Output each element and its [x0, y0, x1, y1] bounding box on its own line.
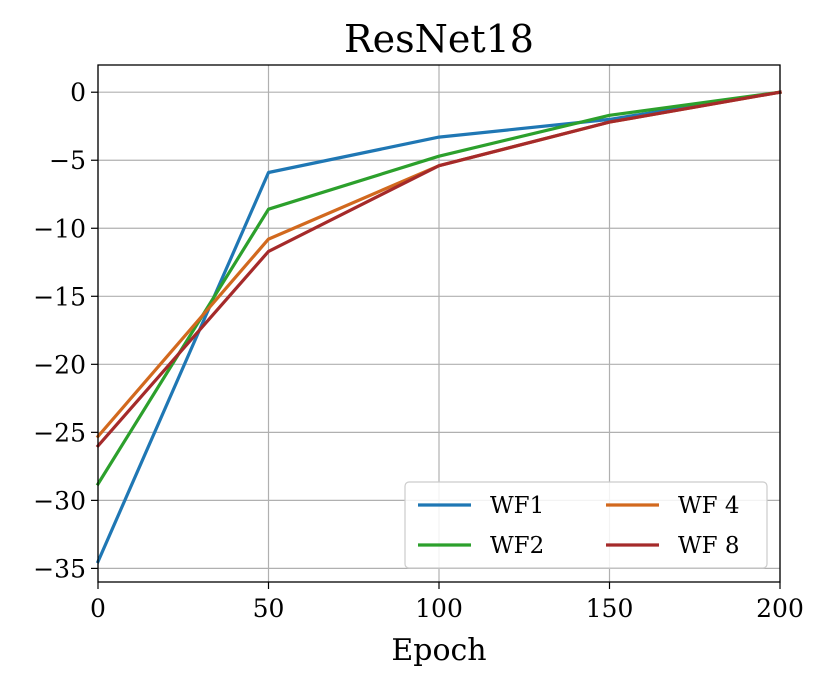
y-axis: 0 −5 −10 −15 −20 −25 −30 −35 [33, 78, 98, 583]
chart-title: ResNet18 [344, 17, 534, 61]
y-tick-label: −5 [49, 146, 86, 175]
x-axis-label: Epoch [391, 633, 486, 668]
x-tick-label: 200 [756, 594, 804, 623]
legend-box [404, 481, 768, 569]
x-axis: 0 50 100 150 200 [90, 582, 804, 623]
legend-label: WF 8 [678, 533, 740, 559]
series-line-wf2 [95, 90, 782, 487]
x-tick-label: 0 [90, 594, 106, 623]
y-tick-label: −15 [33, 282, 86, 311]
y-tick-label: −25 [33, 418, 86, 447]
series-lines [95, 90, 782, 564]
legend: WF1 WF2 WF 4 WF 8 [404, 481, 768, 569]
legend-label: WF1 [490, 493, 544, 519]
x-tick-label: 100 [415, 594, 463, 623]
legend-label: WF 4 [678, 493, 740, 519]
y-tick-label: −30 [33, 486, 86, 515]
y-tick-label: 0 [70, 78, 86, 107]
x-tick-label: 150 [586, 594, 634, 623]
x-tick-label: 50 [253, 594, 285, 623]
y-tick-label: −10 [33, 214, 86, 243]
legend-label: WF2 [490, 533, 544, 559]
series-line-wf-8 [95, 90, 782, 449]
y-tick-label: −35 [33, 554, 86, 583]
y-tick-label: −20 [33, 350, 86, 379]
